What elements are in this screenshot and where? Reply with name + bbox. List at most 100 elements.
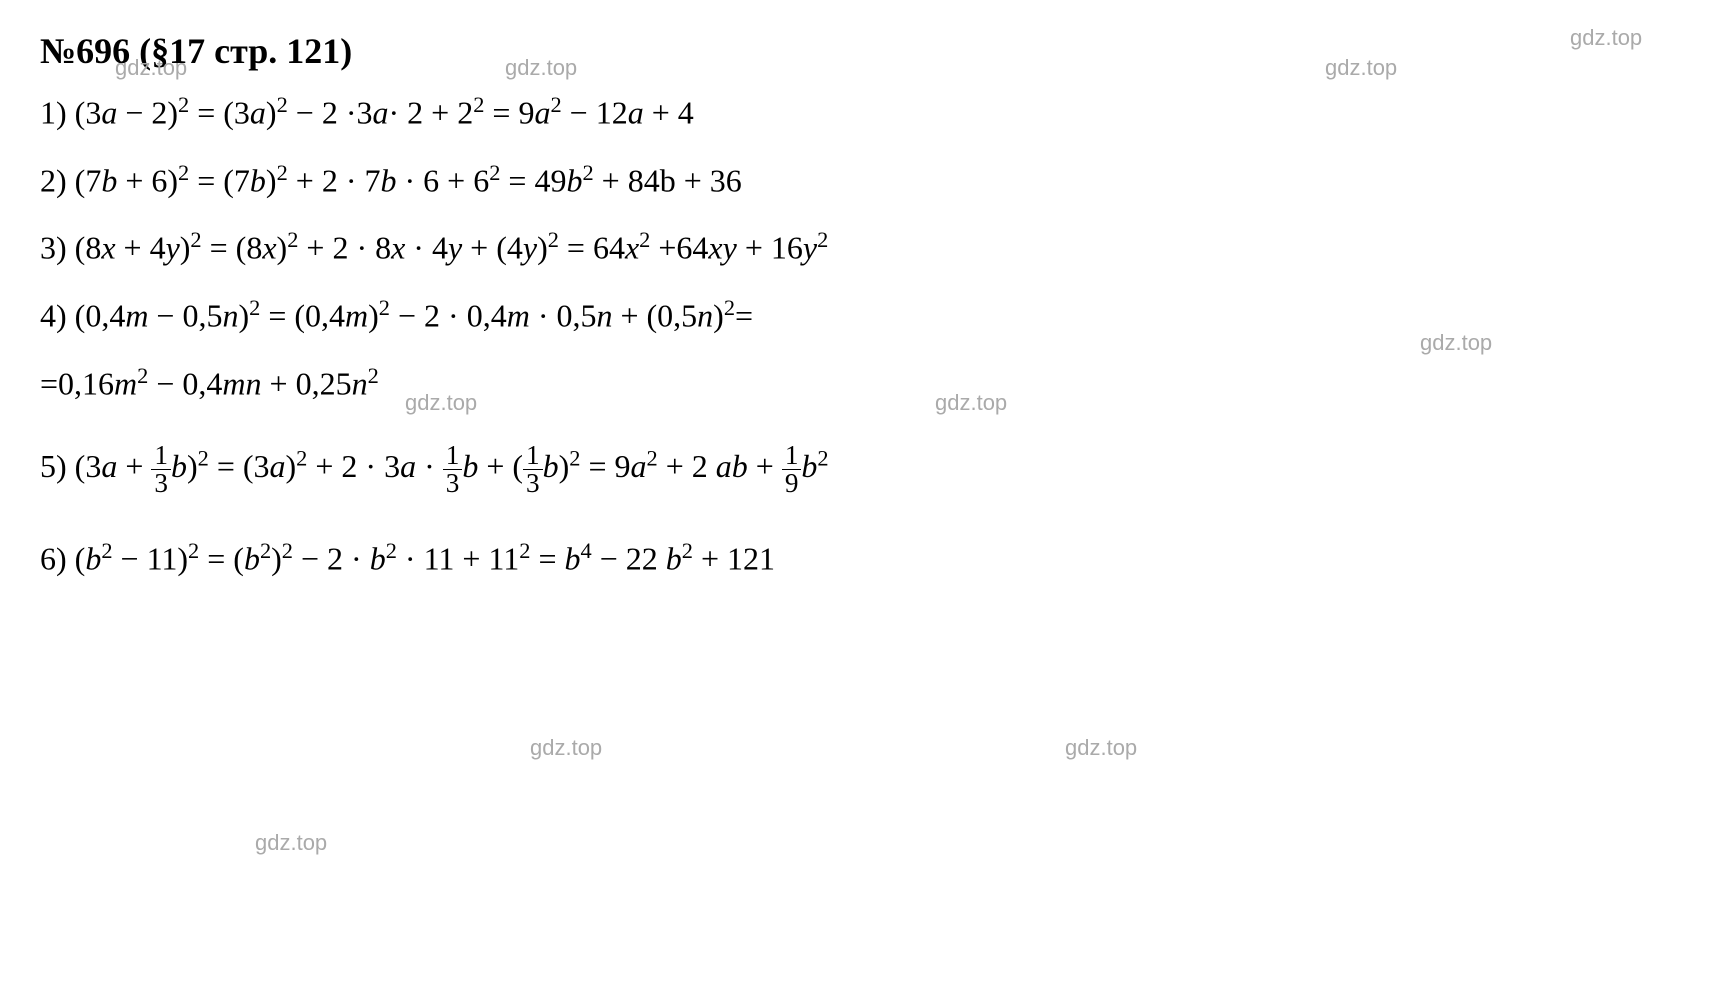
t: + 0,25: [262, 365, 352, 401]
line-num: 5): [40, 448, 67, 484]
t: 2: [296, 446, 307, 471]
t: + 2 · 8: [298, 230, 391, 266]
t: 2: [368, 363, 379, 388]
t: 2: [188, 538, 199, 563]
t: − 2): [117, 95, 178, 131]
t: ab: [716, 448, 748, 484]
t: a: [372, 95, 388, 131]
t: 2: [178, 92, 189, 117]
t: 2: [386, 538, 397, 563]
t: − 0,4: [148, 365, 222, 401]
t: b: [85, 540, 101, 576]
t: 2: [639, 227, 650, 252]
page-title: №696 (§17 стр. 121): [40, 30, 1686, 72]
t: 2: [198, 446, 209, 471]
numerator: 1: [151, 442, 171, 470]
t: ): [238, 298, 249, 334]
t: 2: [548, 227, 559, 252]
equation-line-4: 4) (0,4m − 0,5n)2 = (0,4m)2 − 2 · 0,4m ·…: [40, 295, 1686, 335]
t: = (: [199, 540, 244, 576]
t: y: [448, 230, 462, 266]
t: − 2 ·3: [288, 95, 373, 131]
t: 2: [817, 446, 828, 471]
fraction: 13: [151, 442, 171, 497]
line-num: 6): [40, 540, 67, 576]
denominator: 3: [443, 470, 463, 497]
t: x: [101, 230, 115, 266]
t: 2: [287, 227, 298, 252]
t: + (: [478, 448, 523, 484]
t: 2: [647, 446, 658, 471]
t: y: [166, 230, 180, 266]
t: = 9: [484, 95, 534, 131]
t: m: [114, 365, 137, 401]
t: m: [125, 298, 148, 334]
t: 2: [473, 92, 484, 117]
t: − 22: [592, 540, 666, 576]
t: (8: [67, 230, 102, 266]
t: b: [101, 162, 117, 198]
t: + 6): [117, 162, 178, 198]
t: y: [523, 230, 537, 266]
denominator: 9: [782, 470, 802, 497]
t: +: [748, 448, 782, 484]
equation-line-6: 6) (b2 − 11)2 = (b2)2 − 2 · b2 · 11 + 11…: [40, 538, 1686, 578]
t: b: [566, 162, 582, 198]
t: a: [534, 95, 550, 131]
equation-line-5: 5) (3a + 13b)2 = (3a)2 + 2 · 3a · 13b + …: [40, 442, 1686, 497]
equation-line-3: 3) (8x + 4y)2 = (8x)2 + 2 · 8x · 4y + (4…: [40, 227, 1686, 267]
t: = (3: [189, 95, 250, 131]
t: 2: [682, 538, 693, 563]
t: − 12: [562, 95, 628, 131]
t: ): [286, 448, 297, 484]
fraction: 19: [782, 442, 802, 497]
t: + 84b + 36: [594, 162, 742, 198]
t: m: [345, 298, 368, 334]
t: 2: [550, 92, 561, 117]
numerator: 1: [782, 442, 802, 470]
t: 4: [580, 538, 591, 563]
t: − 2 ·: [293, 540, 370, 576]
t: · 0,5: [530, 298, 597, 334]
t: 2: [379, 295, 390, 320]
line-num: 1): [40, 95, 67, 131]
equation-line-2: 2) (7b + 6)2 = (7b)2 + 2 · 7b · 6 + 62 =…: [40, 160, 1686, 200]
t: 2: [137, 363, 148, 388]
t: ·: [416, 448, 443, 484]
t: ): [537, 230, 548, 266]
t: a: [270, 448, 286, 484]
t: = (0,4: [260, 298, 345, 334]
t: a: [101, 448, 117, 484]
t: + 2: [658, 448, 716, 484]
t: =0,16: [40, 365, 114, 401]
t: b: [801, 448, 817, 484]
t: · 4: [405, 230, 448, 266]
equation-line-1: 1) (3a − 2)2 = (3a)2 − 2 ·3a· 2 + 22 = 9…: [40, 92, 1686, 132]
t: ): [368, 298, 379, 334]
t: − 0,5: [148, 298, 222, 334]
t: + 2 · 7: [288, 162, 381, 198]
t: (7: [67, 162, 102, 198]
t: + 16: [737, 230, 803, 266]
t: 2: [519, 538, 530, 563]
t: (3: [67, 448, 102, 484]
numerator: 1: [443, 442, 463, 470]
t: 2: [569, 446, 580, 471]
t: + 4: [644, 95, 694, 131]
t: 2: [282, 538, 293, 563]
t: ): [180, 230, 191, 266]
t: 2: [724, 295, 735, 320]
t: x: [262, 230, 276, 266]
equation-line-4b: =0,16m2 − 0,4mn + 0,25n2: [40, 363, 1686, 403]
t: +: [117, 448, 151, 484]
t: xy: [708, 230, 736, 266]
t: + 4: [116, 230, 166, 266]
t: + (0,5: [612, 298, 697, 334]
t: a: [250, 95, 266, 131]
t: =: [530, 540, 564, 576]
t: − 11): [113, 540, 189, 576]
t: 2: [249, 295, 260, 320]
t: (: [67, 540, 86, 576]
t: 2: [277, 160, 288, 185]
t: +64: [650, 230, 708, 266]
